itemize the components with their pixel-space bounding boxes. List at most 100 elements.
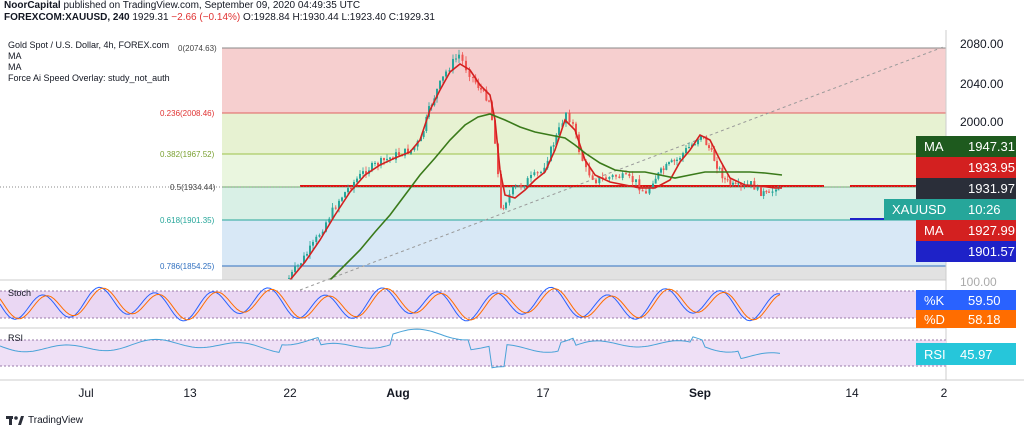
candle-body — [386, 158, 388, 161]
candle-body — [465, 60, 467, 71]
tradingview-footer[interactable]: TradingView — [6, 414, 83, 426]
candle-body — [359, 173, 361, 179]
x-tick-13: 13 — [183, 386, 197, 400]
stoch-band — [0, 291, 946, 318]
chart-legend-title[interactable]: Gold Spot / U.S. Dollar, 4h, FOREX.com — [8, 40, 170, 50]
ma-tag-2[interactable]: MA 1927.99 — [916, 220, 1016, 241]
candle-body — [662, 168, 665, 170]
ma-tag-1-label: MA — [924, 139, 944, 154]
candle-body — [374, 162, 376, 164]
candle-body — [568, 112, 571, 123]
tradingview-logo-icon — [6, 416, 24, 425]
fib-label-236: 0.236(2008.46) — [160, 109, 215, 118]
stoch-d-value: 58.18 — [968, 311, 1001, 327]
candle-body — [485, 89, 488, 101]
candle-body — [685, 148, 687, 154]
candle-body — [641, 190, 644, 192]
candle-body — [468, 70, 471, 77]
candle-body — [508, 194, 511, 203]
candle-body — [648, 188, 651, 194]
candle-body — [353, 181, 355, 189]
candle-body — [300, 263, 302, 266]
legend-ma-1[interactable]: MA — [8, 51, 22, 61]
candle-body — [697, 139, 699, 145]
publisher-name[interactable]: NoorCapital — [4, 0, 61, 11]
fib-label-618: 0.618(1901.35) — [160, 216, 215, 225]
candle-body — [716, 160, 718, 169]
candle-body — [585, 160, 587, 168]
candle-body — [565, 112, 567, 124]
stoch-title[interactable]: Stoch — [8, 288, 32, 298]
candle-body — [740, 183, 742, 186]
candle-body — [605, 177, 607, 179]
candle-body — [558, 127, 560, 135]
candle-body — [591, 175, 594, 180]
candle-body — [477, 82, 480, 89]
candle-body — [625, 173, 627, 175]
candle-body — [341, 197, 343, 201]
candle-body — [362, 171, 364, 174]
ma-slow-line[interactable] — [329, 113, 783, 281]
candle-body — [383, 158, 385, 161]
last-price: 1929.31 — [132, 12, 169, 23]
rsi-title[interactable]: RSI — [8, 333, 24, 343]
candle-body — [615, 175, 617, 177]
candle-body — [543, 167, 546, 172]
last-price-tag-value: 1931.97 — [968, 181, 1015, 196]
published-text: published on TradingView.com, September … — [63, 0, 361, 11]
candle-body — [700, 136, 702, 140]
trendline[interactable] — [299, 45, 947, 291]
x-tick-jul: Jul — [78, 386, 94, 400]
stoch-k-line[interactable] — [0, 286, 781, 322]
candle-body — [380, 158, 382, 166]
ma-tag-2-value: 1927.99 — [968, 223, 1015, 238]
candle-body — [673, 160, 676, 162]
x-tick-17: 17 — [536, 386, 550, 400]
x-tick-sep: Sep — [688, 386, 712, 400]
candle-body — [660, 168, 662, 173]
x-tick-2: 2 — [940, 386, 948, 400]
candle-body — [494, 120, 496, 144]
candle-body — [488, 100, 490, 102]
candle-body — [328, 218, 331, 223]
rsi-tag-value: 45.97 — [960, 346, 993, 362]
fib-zone-5-618 — [222, 187, 946, 220]
candle-body — [505, 202, 507, 209]
rsi-line[interactable] — [0, 328, 781, 369]
candle-body — [654, 178, 657, 184]
stoch-k-tag: %K 59.50 — [916, 290, 1016, 310]
candle-body — [631, 176, 634, 183]
ma-red-tag[interactable]: 1933.95 — [916, 157, 1016, 178]
fib-label-382: 0.382(1967.52) — [160, 150, 215, 159]
legend-overlay[interactable]: Force Ai Speed Overlay: study_not_auth — [8, 73, 170, 83]
candle-body — [540, 171, 542, 173]
candle-body — [575, 123, 577, 135]
candle-body — [371, 162, 373, 171]
ma-tag-1[interactable]: MA 1947.31 — [916, 136, 1016, 157]
candle-body — [497, 143, 499, 175]
ma-red-tag-value: 1933.95 — [968, 160, 1015, 175]
candle-body — [502, 207, 505, 209]
candle-body — [422, 130, 425, 138]
support-tag[interactable]: 1901.57 — [916, 241, 1016, 262]
price-tick-2000: 2000.00 — [960, 115, 1004, 129]
legend-ma-2[interactable]: MA — [8, 62, 22, 72]
symbol-tag[interactable]: XAUUSD 10:26 — [884, 199, 1016, 220]
stoch-d-line[interactable] — [0, 287, 781, 321]
candle-body — [756, 185, 759, 190]
candle-body — [572, 122, 574, 124]
candle-body — [338, 200, 340, 209]
candle-body — [657, 172, 660, 179]
stoch-k-value: 59.50 — [968, 292, 1001, 308]
candle-body — [679, 158, 681, 160]
candle-body — [294, 266, 296, 272]
ma-fast-line[interactable] — [289, 63, 782, 281]
candle-body — [530, 175, 532, 179]
candle-body — [350, 188, 352, 190]
last-price-tag[interactable]: 1931.97 — [916, 178, 1016, 199]
price-tick-100: 100.00 — [960, 275, 997, 289]
candle-body — [710, 147, 713, 150]
candle-body — [598, 177, 601, 184]
candle-body — [309, 245, 311, 254]
